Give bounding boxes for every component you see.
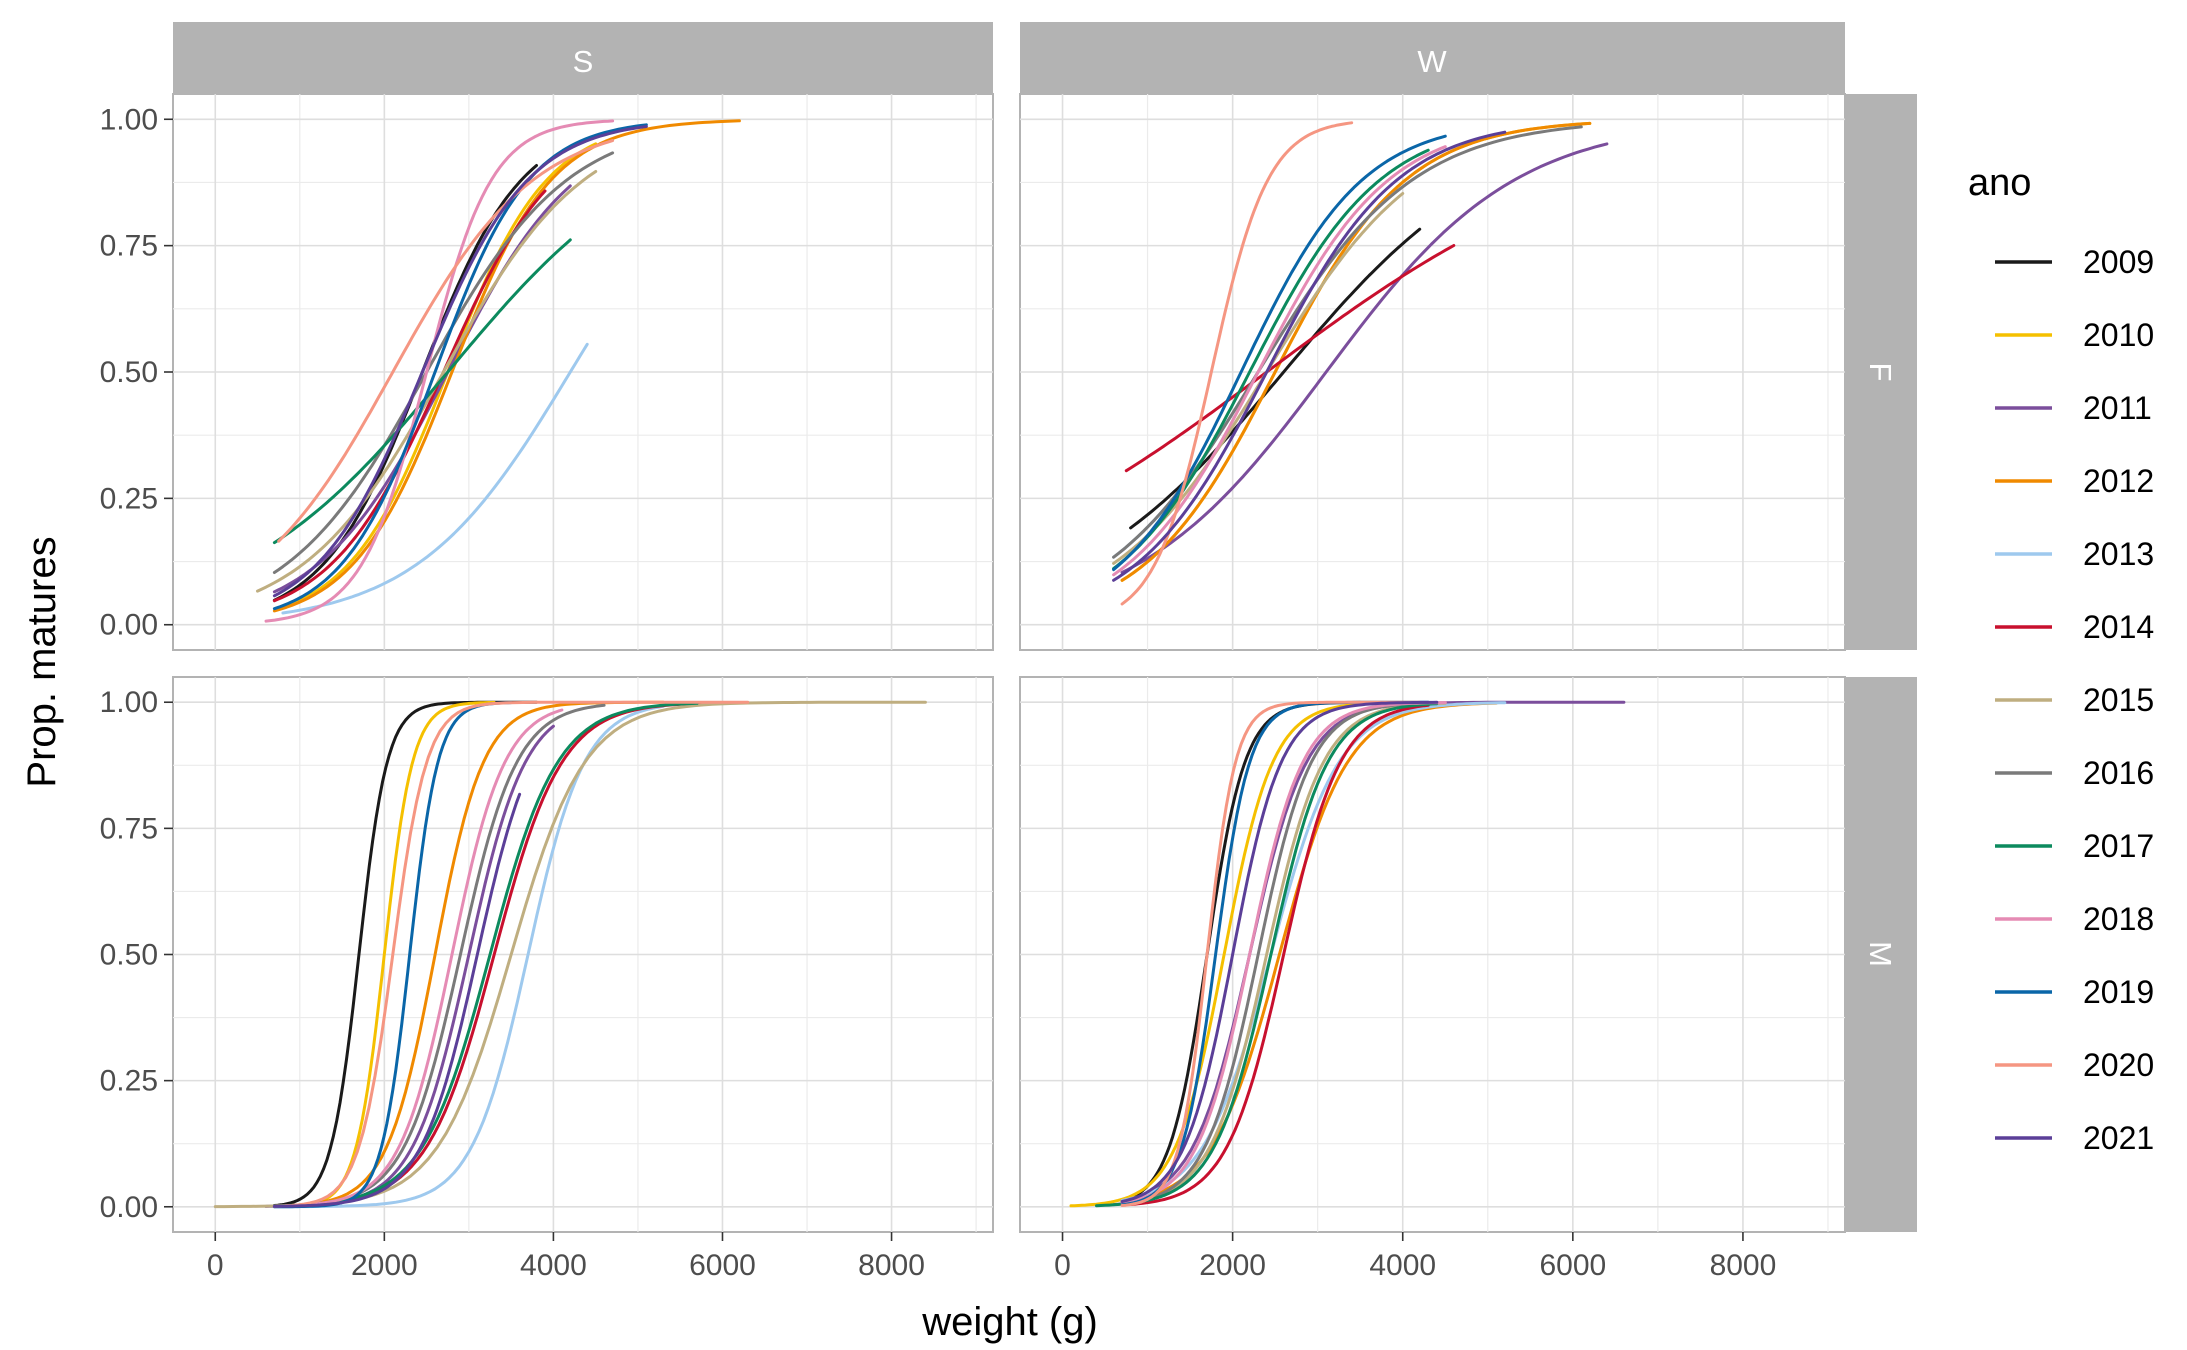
series-line-S-F-2019 xyxy=(272,123,648,611)
legend-label: 2021 xyxy=(2083,1120,2154,1156)
series-line-W-M-2021 xyxy=(1120,700,1439,1203)
axes: 0.00 0.25 0.50 0.75 1.00 0.00 0.25 0.50 0.75 1.00… xyxy=(100,103,1777,1282)
series-line-S-F-2021 xyxy=(272,125,648,598)
x-tick-label: 6000 xyxy=(1539,1249,1606,1282)
y-tick-label: 0.75 xyxy=(100,230,158,263)
legend-label: 2019 xyxy=(2083,974,2154,1010)
facet-strip-S: S xyxy=(173,22,993,94)
facet-strip-M-label: M xyxy=(1863,941,1898,967)
series-line-S-M-2020 xyxy=(272,700,750,1208)
legend-item-2021: 2021 xyxy=(1995,1120,2154,1156)
x-tick-label: 4000 xyxy=(520,1249,587,1282)
legend-title: ano xyxy=(1968,162,2031,204)
x-tick-label: 6000 xyxy=(689,1249,756,1282)
series-line-W-M-2018 xyxy=(1120,701,1447,1205)
x-tick-label: 2000 xyxy=(1199,1249,1266,1282)
legend-label: 2016 xyxy=(2083,755,2154,791)
series-line-S-M-2017 xyxy=(272,701,699,1208)
y-tick-label: 0.50 xyxy=(100,356,158,389)
legend-label: 2012 xyxy=(2083,463,2154,499)
x-axis-title: weight (g) xyxy=(921,1300,1098,1344)
series-line-S-F-2014 xyxy=(272,189,547,603)
legend-item-2009: 2009 xyxy=(1995,244,2154,280)
legend-label: 2014 xyxy=(2083,609,2154,645)
facet-strip-W: W xyxy=(1020,22,1845,94)
series-line-W-F-2017 xyxy=(1112,148,1430,571)
legend-item-2017: 2017 xyxy=(1995,828,2154,864)
legend-item-2010: 2010 xyxy=(1995,317,2154,353)
y-tick-label: 0.00 xyxy=(100,609,158,642)
series-line-W-F-2020 xyxy=(1120,121,1354,606)
series-line-S-F-2020 xyxy=(277,139,615,543)
series-line-W-M-2010 xyxy=(1069,702,1362,1208)
facet-strip-S-label: S xyxy=(573,44,594,79)
panel-W-F xyxy=(1019,93,1846,651)
y-tick-label: 0.75 xyxy=(100,812,158,845)
series-line-W-F-2011 xyxy=(1120,142,1609,574)
facet-strip-F-label: F xyxy=(1863,363,1898,382)
series-line-W-F-2009 xyxy=(1129,227,1422,530)
x-tick-label: 8000 xyxy=(858,1249,925,1282)
series-line-S-M-2013 xyxy=(272,704,665,1209)
series-line-W-M-2014 xyxy=(1129,703,1430,1206)
legend-label: 2020 xyxy=(2083,1047,2154,1083)
series-line-W-F-2021 xyxy=(1112,130,1507,582)
y-tick-label: 0.00 xyxy=(100,1191,158,1224)
series-line-W-F-2014 xyxy=(1124,244,1456,473)
legend-label: 2011 xyxy=(2083,390,2152,426)
series-line-W-F-2018 xyxy=(1112,145,1447,577)
x-tick-label: 0 xyxy=(1054,1249,1071,1282)
facet-strip-W-label: W xyxy=(1417,44,1447,79)
legend-label: 2010 xyxy=(2083,317,2154,353)
x-tick-label: 4000 xyxy=(1369,1249,1436,1282)
legend-item-2014: 2014 xyxy=(1995,609,2154,645)
facet-strip-F: F xyxy=(1845,94,1917,650)
x-tick-label: 2000 xyxy=(351,1249,418,1282)
series-line-W-M-2017 xyxy=(1095,702,1439,1208)
legend-label: 2009 xyxy=(2083,244,2154,280)
series-line-W-F-2012 xyxy=(1120,121,1592,582)
series-line-S-F-2013 xyxy=(281,342,589,615)
y-tick-label: 1.00 xyxy=(100,103,158,136)
legend-label: 2017 xyxy=(2083,828,2154,864)
facet-strip-M: M xyxy=(1845,677,1917,1232)
legend-item-2019: 2019 xyxy=(1995,974,2154,1010)
panel-W-M xyxy=(1019,676,1846,1233)
legend-item-2011: 2011 xyxy=(1995,390,2152,426)
series-line-S-F-2016 xyxy=(272,151,615,574)
legend-label: 2015 xyxy=(2083,682,2154,718)
series-line-S-M-2018 xyxy=(272,708,564,1208)
y-tick-label: 1.00 xyxy=(100,686,158,719)
legend-label: 2013 xyxy=(2083,536,2154,572)
legend-label: 2018 xyxy=(2083,901,2154,937)
y-tick-label: 0.25 xyxy=(100,1065,158,1098)
series-line-S-M-2021 xyxy=(272,792,522,1208)
legend-item-2020: 2020 xyxy=(1995,1047,2154,1083)
panel-S-M xyxy=(172,676,994,1233)
series-line-S-F-2015 xyxy=(256,170,598,593)
panel-S-F xyxy=(172,93,994,651)
x-tick-label: 8000 xyxy=(1710,1249,1777,1282)
legend-item-2013: 2013 xyxy=(1995,536,2154,572)
legend-item-2012: 2012 xyxy=(1995,463,2154,499)
series-line-S-F-2018 xyxy=(264,119,615,623)
y-tick-label: 0.50 xyxy=(100,939,158,972)
y-axis-title: Prop. matures xyxy=(20,536,64,787)
legend-item-2015: 2015 xyxy=(1995,682,2154,718)
y-tick-label: 0.25 xyxy=(100,482,158,515)
legend-item-2018: 2018 xyxy=(1995,901,2154,937)
series-line-S-F-2010 xyxy=(281,142,598,609)
legend-item-2016: 2016 xyxy=(1995,755,2154,791)
series-line-W-F-2019 xyxy=(1112,134,1447,572)
x-tick-label: 0 xyxy=(207,1249,224,1282)
series-line-W-M-2013 xyxy=(1120,701,1507,1202)
legend: ano 2009 2010 2011 2012 2013 2014 2015 2016 2017… xyxy=(1968,162,2154,1156)
